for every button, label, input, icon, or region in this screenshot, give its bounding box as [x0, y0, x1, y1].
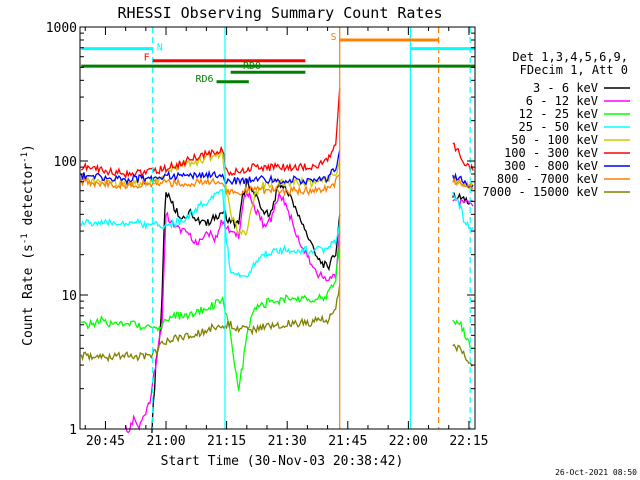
y-axis-label-sup-2: -1	[20, 152, 30, 163]
observing-marker-label: RD6	[195, 74, 213, 85]
series-trace	[81, 241, 341, 391]
series-trace	[124, 191, 341, 434]
y-axis-label-part-2: detector	[21, 163, 36, 234]
observing-markers: NF S RD0 RD6	[81, 27, 475, 429]
legend-label: 300 - 800 keV	[504, 159, 598, 173]
observing-marker-label: N	[157, 43, 163, 54]
x-tick-label: 22:15	[449, 434, 488, 449]
y-axis-label: Count Rate (s-1 detector-1)	[20, 144, 36, 346]
x-tick-label: 20:45	[86, 434, 125, 449]
x-tick-label: 21:15	[207, 434, 246, 449]
x-axis-label: Start Time (30-Nov-03 20:38:42)	[161, 454, 404, 469]
x-tick-label: 22:00	[389, 434, 428, 449]
plot-frame	[79, 26, 476, 430]
series-trace	[151, 178, 341, 434]
y-axis-label-part-1: Count Rate (s	[21, 244, 36, 346]
legend-header: Det 1,3,4,5,6,9,	[512, 50, 628, 64]
y-tick-label: 100	[54, 155, 77, 170]
x-tick-label: 21:45	[328, 434, 367, 449]
legend-label: 50 - 100 keV	[511, 133, 598, 147]
chart-title: RHESSI Observing Summary Count Rates	[117, 4, 442, 22]
series-trace	[452, 176, 474, 192]
y-tick-label: 10	[61, 289, 77, 304]
series-trace	[80, 188, 341, 279]
y-axis-label-sup-1: -1	[20, 233, 30, 244]
series-trace	[80, 88, 341, 180]
y-tick-label: 1	[69, 423, 77, 438]
observing-marker-label: S	[331, 32, 337, 43]
legend-label: 100 - 300 keV	[504, 146, 598, 160]
series-trace	[452, 172, 474, 188]
legend-label: 3 - 6 keV	[533, 81, 598, 95]
x-tick-label: 21:00	[146, 434, 185, 449]
observing-marker-label: F	[144, 53, 150, 64]
x-tick-label: 21:30	[268, 434, 307, 449]
legend-header: FDecim 1, Att 0	[520, 63, 628, 77]
observing-marker-label: RD0	[243, 61, 261, 72]
legend-label: 12 - 25 keV	[519, 107, 598, 121]
legend-label: 6 - 12 keV	[526, 94, 598, 108]
data-traces	[80, 88, 474, 434]
series-trace	[80, 173, 341, 197]
series-trace	[80, 150, 341, 186]
legend-label: 800 - 7000 keV	[497, 172, 598, 186]
legend-label: 25 - 50 keV	[519, 120, 598, 134]
series-trace	[80, 284, 341, 363]
series-trace	[80, 148, 341, 237]
legend-label: 7000 - 15000 keV	[482, 185, 598, 199]
legend: Det 1,3,4,5,6,9,FDecim 1, Att 0 3 - 6 keV…	[482, 50, 630, 199]
timestamp: 26-Oct-2021 08:50	[555, 468, 637, 477]
series-trace	[452, 319, 474, 349]
y-axis-label-part-3: )	[21, 144, 36, 152]
y-tick-label: 1000	[46, 21, 77, 36]
axes: 1 10 100 1000 20:45 21:00 21:15 21:30 21:45 22:00…	[46, 21, 489, 449]
